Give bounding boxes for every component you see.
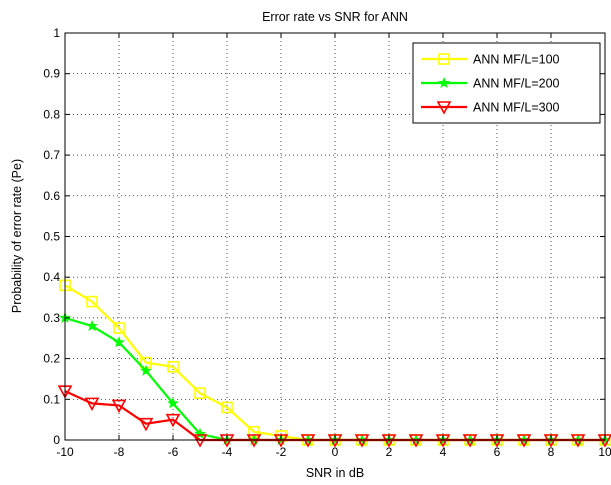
legend: ANN MF/L=100 ANN MF/L=200 ANN MF/L=300	[412, 42, 601, 124]
y-tick-label: 0.3	[43, 311, 60, 325]
chart-title: Error rate vs SNR for ANN	[262, 10, 408, 24]
y-tick-label: 0.1	[43, 392, 60, 406]
y-tick-label: 0.2	[43, 352, 60, 366]
x-tick-label: 2	[386, 445, 393, 459]
legend-marker	[438, 76, 450, 89]
x-tick-label: 4	[440, 445, 447, 459]
y-tick-label: 0.5	[43, 230, 60, 244]
data-point	[221, 401, 233, 414]
data-point	[167, 397, 179, 409]
series-line	[64, 390, 605, 442]
legend-item: ANN MF/L=300	[421, 101, 560, 115]
legend-marker	[438, 53, 450, 65]
x-tick-label: -6	[168, 445, 179, 459]
x-tick-label: 0	[332, 445, 339, 459]
series-line	[64, 284, 605, 442]
y-tick-label: 0.4	[43, 270, 60, 284]
x-tick-label: -8	[114, 445, 125, 459]
data-point	[86, 295, 98, 308]
y-axis-label: Probability of error rate (Pe)	[10, 159, 24, 313]
data-point	[111, 399, 127, 414]
x-tick-label: -2	[276, 445, 287, 459]
y-tick-label: 1	[53, 26, 60, 40]
data-point	[194, 387, 206, 399]
x-tick-label: -4	[222, 445, 233, 459]
legend-item: ANN MF/L=200	[421, 77, 560, 91]
legend-label: ANN MF/L=300	[473, 101, 560, 115]
data-point	[194, 427, 206, 439]
data-point	[167, 360, 179, 373]
data-point	[113, 322, 125, 334]
y-tick-label: 0.9	[43, 67, 60, 81]
data-point	[86, 319, 98, 332]
x-tick-label: -10	[56, 445, 74, 459]
x-axis-label: SNR in dB	[306, 466, 364, 480]
legend-label: ANN MF/L=100	[473, 53, 560, 67]
x-tick-label: 6	[494, 445, 501, 459]
legend-item: ANN MF/L=100	[421, 53, 560, 67]
ticks: -10 -8 -6 -4 -2 0 2 4 6 8 10 0 0.1 0.2 0.3 0.4 0.5 0.6 0.7…	[43, 26, 611, 459]
x-tick-label: 8	[548, 445, 555, 459]
y-tick-label: 0.6	[43, 189, 60, 203]
data-point	[113, 336, 125, 348]
data-point	[138, 417, 154, 432]
data-point	[140, 364, 152, 376]
legend-marker	[436, 101, 452, 115]
legend-label: ANN MF/L=200	[473, 77, 560, 91]
data-point	[165, 413, 181, 428]
y-tick-label: 0.8	[43, 107, 60, 121]
y-tick-label: 0.7	[43, 148, 60, 162]
x-tick-label: 10	[598, 445, 611, 459]
y-tick-label: 0	[53, 433, 60, 447]
data-point	[84, 397, 100, 412]
